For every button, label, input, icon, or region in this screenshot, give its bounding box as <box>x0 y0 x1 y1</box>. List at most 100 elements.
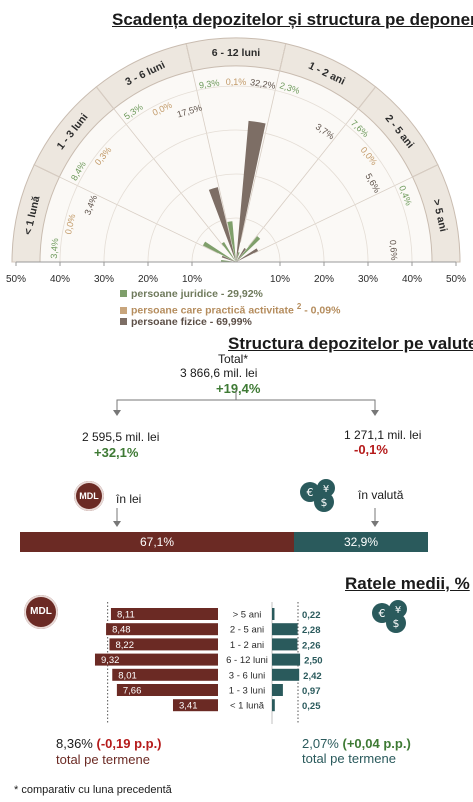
share-bar-lei: 67,1% <box>20 532 294 552</box>
fx-total-value: 2,07% <box>302 736 339 751</box>
svg-text:¥: ¥ <box>395 605 401 616</box>
fx-rate-bar <box>272 623 298 636</box>
polar-data-label: 0,1% <box>226 77 247 87</box>
legend-label-juridice: persoane juridice - 29,92% <box>131 288 263 300</box>
mdl-rate-label: 8,48 <box>112 625 130 636</box>
svg-text:$: $ <box>321 496 328 509</box>
grid-ring <box>191 217 281 263</box>
fx-rate-label: 0,22 <box>302 610 321 621</box>
fx-rate-label: 2,50 <box>304 656 323 667</box>
polar-axis-tick-label: 50% <box>6 274 26 285</box>
fx-rate-bar <box>272 653 301 666</box>
legend-item-activitate: persoane care practică activitate 2 - 0,0… <box>120 302 340 317</box>
polar-data-label: 3,4% <box>49 238 61 259</box>
lei-caption: în lei <box>116 492 142 506</box>
fx-rate-bar <box>272 699 275 712</box>
maturity-chart-title: Scadența depozitelor și structura pe dep… <box>112 10 473 29</box>
polar-axis-tick-label: 10% <box>270 274 290 285</box>
fx-total: 2,07% (+0,04 p.p.) <box>302 736 411 751</box>
polar-axis-tick-label: 40% <box>402 274 422 285</box>
fx-rate-bar <box>272 684 283 696</box>
mdl-total: 8,36% (-0,19 p.p.) <box>56 736 162 751</box>
polar-axis-tick-label: 20% <box>314 274 334 285</box>
polar-axis-tick-label: 50% <box>446 274 466 285</box>
legend-label-activitate-suffix: - 0,09% <box>301 304 341 317</box>
grid-ring <box>103 129 369 263</box>
svg-text:$: $ <box>393 617 400 630</box>
mdl-rate-label: 8,01 <box>118 670 137 681</box>
mdl-rate-bar <box>110 608 218 620</box>
mdl-rate-bar <box>109 638 218 651</box>
legend-item-juridice: persoane juridice - 29,92% <box>120 288 263 300</box>
polar-bar <box>236 252 240 262</box>
mdl-rate-label: 9,32 <box>101 655 120 666</box>
total-change: +19,4% <box>216 381 261 396</box>
share-bar-lei-label: 67,1% <box>139 535 175 549</box>
svg-text:€: € <box>307 486 314 499</box>
term-label: 6 - 12 luni <box>226 655 268 666</box>
category-separator <box>240 43 287 243</box>
share-bar-fx: 32,9% <box>294 532 428 552</box>
fx-value: 1 271,1 mil. lei <box>344 428 422 442</box>
lei-change: +32,1% <box>94 445 139 460</box>
mdl-rate-bar <box>116 684 218 696</box>
mdl-icon: MDL <box>74 481 104 511</box>
polar-bar <box>202 241 236 262</box>
lei-value: 2 595,5 mil. lei <box>82 430 160 444</box>
fx-rate-bar <box>272 608 275 620</box>
mdl-rate-bar <box>94 653 218 666</box>
mdl-total-change: (-0,19 p.p.) <box>96 736 162 751</box>
polar-bar <box>208 187 236 262</box>
polar-data-label: 9,3% <box>198 78 220 91</box>
currency-structure-title: Structura depozitelor pe valute <box>228 334 473 353</box>
polar-axis-tick-label: 10% <box>182 274 202 285</box>
polar-bar <box>236 248 246 262</box>
mdl-rate-label: 8,11 <box>117 610 135 621</box>
fx-rate-label: 2,28 <box>302 625 321 636</box>
mdl-rate-bar <box>112 668 218 681</box>
legend-label-fizice: persoane fizice - 69,99% <box>131 316 252 328</box>
fx-caption: în valută <box>358 488 404 502</box>
mdl-rate-bar <box>172 699 218 712</box>
rates-bar-chart: 8,11 > 5 ani 0,22 8,48 2 - 5 ani 2,28 8,22 1 - … <box>94 602 323 724</box>
polar-axis-tick-label: 30% <box>94 274 114 285</box>
mdl-rate-label: 7,66 <box>123 686 142 697</box>
legend-swatch-fizice <box>120 318 127 325</box>
legend-item-fizice: persoane fizice - 69,99% <box>120 316 252 328</box>
category-separator <box>253 164 438 254</box>
svg-text:¥: ¥ <box>323 484 329 495</box>
legend-label-activitate-sup: 2 <box>296 302 302 311</box>
fx-rate-label: 2,26 <box>302 640 321 651</box>
term-label: 3 - 6 luni <box>229 670 265 681</box>
share-bar-fx-label: 32,9% <box>343 535 379 549</box>
fx-total-caption: total pe termene <box>302 751 396 766</box>
fx-rate-label: 0,97 <box>302 686 321 697</box>
term-label: 2 - 5 ani <box>230 625 264 636</box>
legend-label-activitate: persoane care practică activitate <box>131 304 294 317</box>
fx-rate-bar <box>272 668 300 681</box>
polar-bar <box>236 120 266 262</box>
rates-title: Ratele medii, % <box>345 574 470 593</box>
polar-data-label: 0,0% <box>63 213 77 235</box>
polar-data-label: 0,6% <box>388 240 400 261</box>
mdl-rate-label: 8,22 <box>115 640 134 651</box>
polar-data-label: 32,2% <box>249 77 276 91</box>
polar-axis-tick-label: 20% <box>138 274 158 285</box>
total-value: 3 866,6 mil. lei <box>180 366 258 380</box>
legend-swatch-activitate <box>120 306 127 314</box>
fx-rate-label: 2,42 <box>303 671 322 682</box>
grid-ring <box>147 173 325 263</box>
currency-rates-icon: € ¥ $ <box>372 600 407 633</box>
polar-background <box>40 66 432 263</box>
footnote: * comparativ cu luna precedentă <box>14 784 172 796</box>
fx-rate-bar <box>272 638 298 651</box>
polar-bar <box>236 236 261 262</box>
polar-bar <box>236 248 259 262</box>
currency-icon: € ¥ $ <box>300 479 335 512</box>
mdl-rate-bar <box>106 623 218 636</box>
mdl-total-caption: total pe termene <box>56 752 150 767</box>
term-label: 1 - 2 ani <box>230 640 264 651</box>
polar-bar <box>221 259 236 262</box>
polar-bar <box>221 255 236 262</box>
